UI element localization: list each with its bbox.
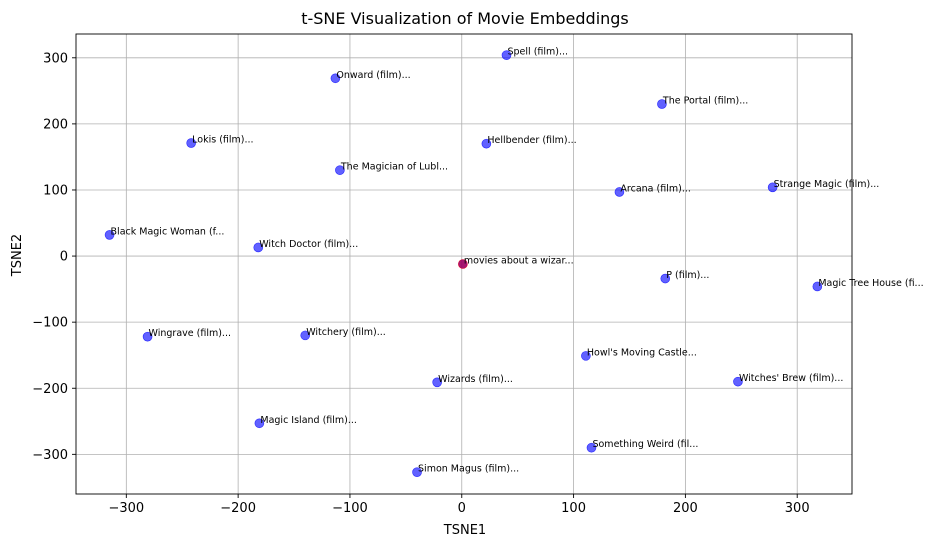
x-tick-label: 100 — [561, 501, 586, 516]
chart-title: t-SNE Visualization of Movie Embeddings — [301, 9, 629, 28]
movie-point — [412, 467, 422, 477]
movie-point — [254, 418, 265, 429]
movie-point-label: Magic Island (film)... — [260, 415, 357, 426]
movie-point — [142, 331, 153, 342]
y-tick-label: 200 — [43, 117, 68, 132]
movie-point-label: Simon Magus (film)... — [418, 464, 519, 475]
query-point-label: movies about a wizar... — [464, 256, 574, 267]
x-tick-label: 300 — [785, 501, 810, 516]
movie-point — [330, 73, 341, 84]
y-tick-label: 300 — [43, 51, 68, 66]
query-point-overlay — [458, 259, 468, 269]
y-tick-label: 100 — [43, 183, 68, 198]
movie-point-label: Witches' Brew (film)... — [739, 373, 843, 384]
movie-point — [812, 281, 823, 292]
y-tick-label: 0 — [60, 250, 68, 265]
axis-ticks: −300 −200 −100 0 100 200 300 300 200 100 0 −100 −200… — [32, 51, 809, 516]
movie-point-label: Wizards (film)... — [438, 374, 513, 385]
movie-point-label: Spell (film)... — [507, 47, 568, 58]
movie-point-label: Lokis (film)... — [192, 135, 253, 146]
grid-lines — [76, 34, 852, 494]
movie-point-label: Magic Tree House (fi... — [818, 278, 923, 289]
data-points — [104, 50, 823, 477]
x-tick-label: 200 — [673, 501, 698, 516]
movie-point — [501, 50, 512, 60]
movie-point — [186, 138, 196, 148]
query-point — [458, 259, 468, 269]
x-tick-label: 0 — [458, 501, 466, 516]
movie-point — [733, 376, 743, 387]
movie-point — [660, 273, 671, 284]
plot-frame — [75, 33, 853, 495]
movie-point-label: Black Magic Woman (f... — [111, 226, 225, 237]
movie-point-label: Strange Magic (film)... — [774, 179, 880, 190]
movie-point — [335, 165, 345, 175]
movie-point-label: The Magician of Lubl... — [340, 162, 448, 173]
movie-point-label: The Portal (film)... — [662, 96, 748, 107]
y-tick-label: −200 — [32, 382, 68, 397]
movie-point-label: P (film)... — [666, 270, 709, 281]
movie-point — [767, 182, 778, 193]
x-tick-label: −100 — [332, 501, 368, 516]
movie-point — [104, 230, 115, 240]
point-labels: Spell (film)... Onward (film)... The Porta… — [111, 47, 924, 475]
movie-point — [481, 138, 492, 149]
movie-point-label: Something Weird (fil... — [592, 439, 698, 450]
movie-point — [586, 442, 597, 453]
movie-point — [581, 351, 591, 361]
movie-point — [614, 187, 625, 197]
y-tick-label: −100 — [32, 316, 68, 331]
movie-point — [253, 242, 264, 253]
movie-point-label: Howl's Moving Castle... — [587, 347, 697, 358]
movie-point-label: Arcana (film)... — [620, 183, 690, 194]
movie-point — [432, 377, 442, 388]
movie-point-label: Hellbender (film)... — [487, 135, 576, 146]
x-tick-label: −200 — [220, 501, 256, 516]
movie-point-label: Witchery (film)... — [306, 327, 386, 338]
movie-point-label: Wingrave (film)... — [149, 328, 231, 339]
y-tick-label: −300 — [32, 448, 68, 463]
movie-point-label: Witch Doctor (film)... — [259, 239, 358, 250]
movie-point-label: Onward (film)... — [336, 70, 410, 81]
x-tick-label: −300 — [108, 501, 144, 516]
x-axis-label: TSNE1 — [443, 523, 486, 538]
y-axis-label: TSNE2 — [10, 234, 25, 277]
movie-point — [300, 330, 311, 341]
movie-point — [657, 99, 667, 109]
